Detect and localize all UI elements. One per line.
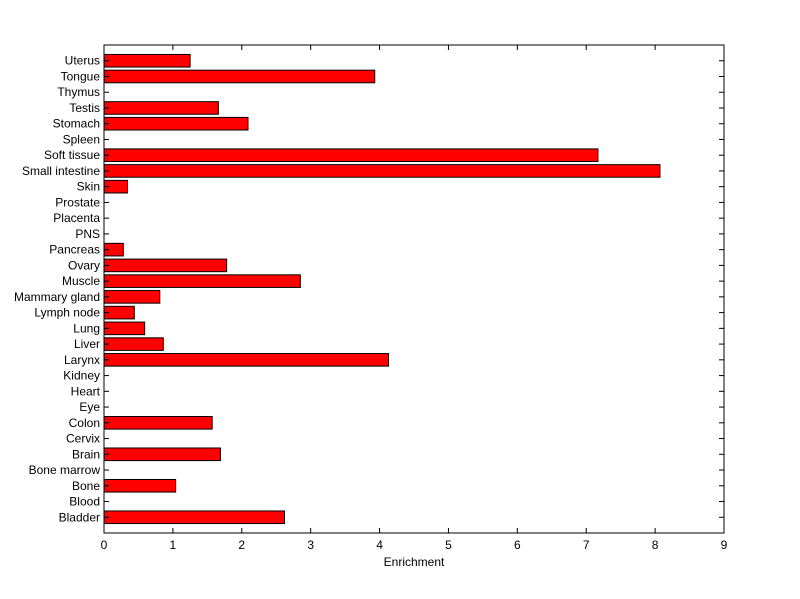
y-tick-label-skin: Skin	[77, 180, 100, 194]
bar-bone	[103, 478, 177, 493]
bar-soft-tissue	[103, 148, 599, 162]
bar-small-intestine	[103, 164, 661, 178]
plot-area-frame	[103, 44, 725, 534]
y-tick-label-placenta: Placenta	[53, 211, 100, 225]
x-tick-label-0: 0	[101, 538, 108, 552]
bar-ovary	[103, 258, 228, 273]
y-tick-label-lymph-node: Lymph node	[34, 306, 100, 320]
bar-colon	[103, 416, 213, 430]
y-tick-label-mammary-gland: Mammary gland	[14, 290, 100, 304]
y-tick-label-spleen: Spleen	[63, 132, 100, 146]
bar-lung	[103, 321, 146, 336]
bar-liver	[103, 337, 164, 351]
bar-mammary-gland	[103, 290, 161, 304]
x-tick-label-2: 2	[238, 538, 245, 552]
y-tick-label-heart: Heart	[71, 384, 101, 398]
y-tick-label-prostate: Prostate	[55, 195, 100, 209]
x-axis-label: Enrichment	[384, 555, 445, 569]
y-tick-label-uterus: Uterus	[65, 54, 100, 68]
y-tick-label-larynx: Larynx	[64, 353, 100, 367]
bar-bladder	[103, 510, 285, 525]
bar-tongue	[103, 69, 376, 84]
y-tick-label-liver: Liver	[74, 337, 100, 351]
bar-stomach	[103, 116, 249, 131]
y-tick-label-pancreas: Pancreas	[49, 243, 100, 257]
bar-muscle	[103, 274, 301, 288]
bar-uterus	[103, 53, 191, 68]
bar-brain	[103, 447, 221, 462]
x-tick-label-8: 8	[652, 538, 659, 552]
y-tick-label-tongue: Tongue	[61, 69, 101, 83]
y-tick-label-stomach: Stomach	[53, 117, 100, 131]
y-tick-label-testis: Testis	[69, 101, 100, 115]
y-tick-label-ovary: Ovary	[68, 258, 100, 272]
y-tick-label-cervix: Cervix	[66, 432, 100, 446]
y-tick-label-soft-tissue: Soft tissue	[44, 148, 100, 162]
y-tick-label-thymus: Thymus	[57, 85, 100, 99]
y-tick-label-muscle: Muscle	[62, 274, 100, 288]
bar-testis	[103, 101, 219, 115]
bar-larynx	[103, 353, 390, 367]
x-tick-label-1: 1	[170, 538, 177, 552]
x-tick-label-3: 3	[307, 538, 314, 552]
x-tick-label-7: 7	[583, 538, 590, 552]
y-tick-label-colon: Colon	[69, 416, 100, 430]
y-tick-label-bone-marrow: Bone marrow	[29, 463, 101, 477]
y-tick-label-small-intestine: Small intestine	[22, 164, 100, 178]
y-tick-label-bone: Bone	[72, 479, 100, 493]
x-tick-label-4: 4	[376, 538, 383, 552]
y-tick-label-pns: PNS	[75, 227, 100, 241]
x-tick-label-9: 9	[721, 538, 728, 552]
x-tick-label-6: 6	[514, 538, 521, 552]
y-tick-label-kidney: Kidney	[63, 369, 100, 383]
y-tick-label-brain: Brain	[72, 447, 100, 461]
y-tick-label-blood: Blood	[69, 495, 100, 509]
y-tick-label-eye: Eye	[79, 400, 100, 414]
y-tick-label-lung: Lung	[73, 321, 100, 335]
y-tick-label-bladder: Bladder	[59, 510, 100, 524]
x-tick-label-5: 5	[445, 538, 452, 552]
bars-group	[103, 53, 661, 525]
